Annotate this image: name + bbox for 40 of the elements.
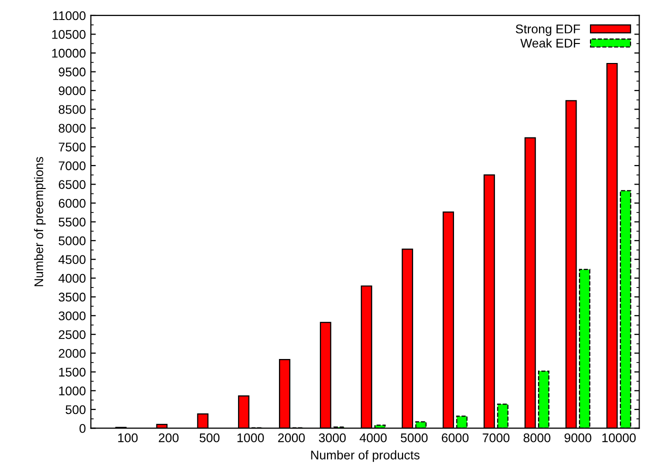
y-tick-label: 4500 [58,255,86,264]
y-tick-label: 5000 [58,236,86,246]
y-tick-label: 9000 [58,86,86,96]
legend-label: Strong EDF [516,24,580,36]
x-tick-label: 100 [118,433,138,442]
x-tick-label: 200 [158,433,179,442]
y-axis-title: Number of preemptions [34,156,46,286]
y-tick-label: 4000 [58,274,86,283]
y-tick-label: 6000 [58,198,86,208]
y-tick-label: 10000 [52,48,86,58]
y-tick-label: 1500 [59,368,86,377]
x-tick-label: 1000 [238,433,264,442]
x-tick-label: 10000 [602,433,636,442]
y-tick-label: 11000 [53,11,86,20]
y-tick-label: 500 [66,405,86,414]
y-tick-label: 10500 [52,30,86,39]
y-tick-label: 7500 [58,142,86,152]
x-tick-label: 5000 [400,433,428,442]
x-tick-label: 6000 [442,433,469,442]
y-tick-label: 6500 [58,180,86,189]
x-tick-label: 3000 [318,433,346,442]
x-tick-label: 7000 [482,433,510,442]
y-tick-label: 2000 [58,348,86,358]
x-axis-title: Number of products [311,450,420,462]
y-tick-label: 5500 [58,218,86,226]
x-tick-label: 8000 [524,433,550,442]
y-tick-label: 3000 [58,311,86,320]
y-tick-label: 9500 [58,68,86,76]
y-tick-label: 3500 [58,292,86,302]
y-tick-label: 1000 [59,386,86,396]
x-tick-label: 4000 [360,433,387,442]
y-tick-label: 7000 [58,161,86,170]
x-tick-label: 2000 [278,433,305,442]
x-tick-label: 9000 [564,433,592,442]
legend-label: Weak EDF [520,38,580,48]
y-tick-label: 2500 [58,330,86,340]
x-tick-label: 500 [200,433,220,442]
y-tick-label: 8500 [58,105,86,114]
y-tick-label: 0 [80,424,86,433]
y-tick-label: 8000 [58,124,86,133]
